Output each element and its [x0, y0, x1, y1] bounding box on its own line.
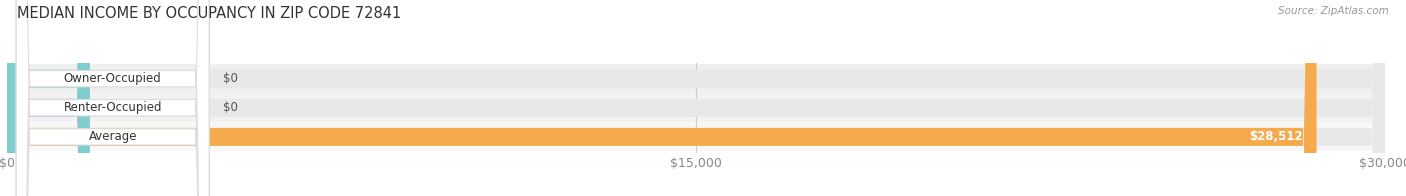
FancyBboxPatch shape: [7, 0, 90, 196]
FancyBboxPatch shape: [7, 0, 1385, 196]
Bar: [7, 122, 1385, 152]
Text: $0: $0: [224, 101, 238, 114]
Text: Average: Average: [89, 130, 136, 143]
FancyBboxPatch shape: [7, 0, 1316, 196]
Bar: [7, 64, 1385, 93]
FancyBboxPatch shape: [17, 0, 209, 196]
Text: Renter-Occupied: Renter-Occupied: [63, 101, 162, 114]
Text: $28,512: $28,512: [1249, 130, 1303, 143]
Text: MEDIAN INCOME BY OCCUPANCY IN ZIP CODE 72841: MEDIAN INCOME BY OCCUPANCY IN ZIP CODE 7…: [17, 6, 401, 21]
Text: Source: ZipAtlas.com: Source: ZipAtlas.com: [1278, 6, 1389, 16]
FancyBboxPatch shape: [7, 0, 1385, 196]
FancyBboxPatch shape: [17, 0, 209, 196]
Text: Owner-Occupied: Owner-Occupied: [63, 72, 162, 85]
Bar: [7, 93, 1385, 122]
Text: $0: $0: [224, 72, 238, 85]
FancyBboxPatch shape: [7, 0, 90, 196]
FancyBboxPatch shape: [17, 0, 209, 196]
FancyBboxPatch shape: [7, 0, 1385, 196]
